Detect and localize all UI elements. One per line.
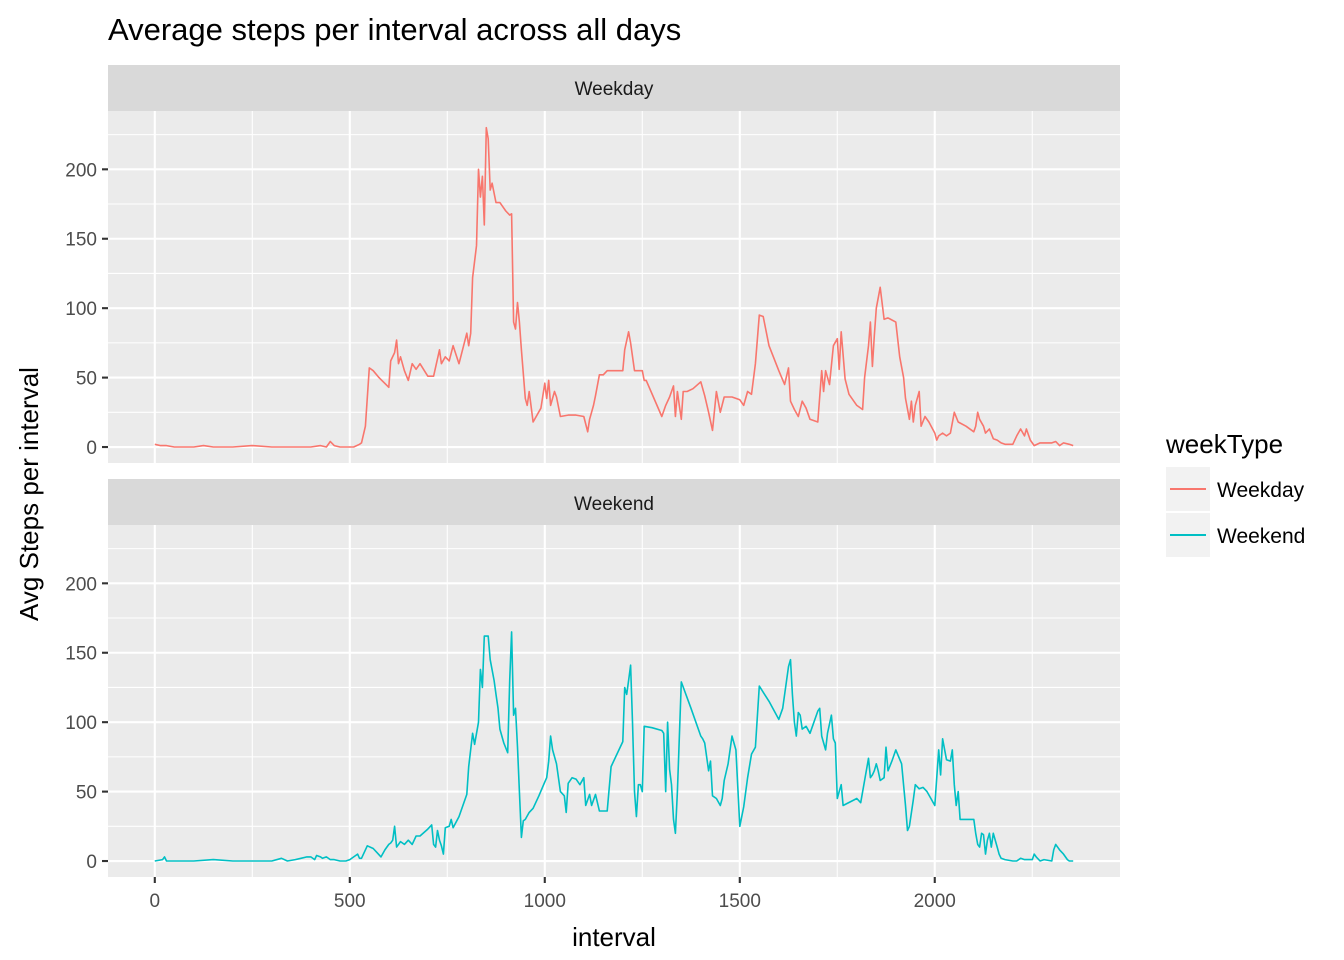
series-line-weekend — [154, 631, 1074, 862]
legend-label-weekday: Weekday — [1217, 479, 1305, 502]
legend-title: weekType — [1165, 429, 1283, 459]
y-tick-label: 200 — [65, 574, 97, 595]
gridlines-weekday — [108, 111, 1120, 463]
facet-strip-weekend — [108, 479, 1120, 525]
x-tick-label: 0 — [150, 891, 161, 912]
legend: weekType Weekday Weekend — [1165, 429, 1305, 557]
series-line-weekday — [154, 126, 1074, 448]
x-tick-label: 1500 — [719, 891, 761, 912]
facet-panel-weekend: Weekend 0 50 100 150 200 — [65, 479, 1120, 877]
y-tick-label: 150 — [65, 644, 97, 665]
x-tick-label: 1000 — [524, 891, 566, 912]
facet-panel-weekday: Weekday 0 50 100 150 200 — [65, 65, 1120, 463]
series-weekend — [154, 631, 1074, 862]
chart-title: Average steps per interval across all da… — [108, 12, 681, 47]
y-tick-label: 100 — [65, 299, 97, 320]
panel-background-weekend — [108, 525, 1120, 877]
panel-background-weekday — [108, 111, 1120, 463]
x-tick-label: 2000 — [914, 891, 956, 912]
facet-strip-weekday — [108, 65, 1120, 111]
x-axis-title: interval — [572, 922, 656, 952]
y-tick-label: 200 — [65, 160, 97, 181]
y-tick-label: 50 — [76, 369, 97, 390]
y-tick-label: 100 — [65, 713, 97, 734]
y-tick-label: 0 — [86, 438, 97, 459]
legend-label-weekend: Weekend — [1217, 525, 1305, 548]
y-axis-weekday: 0 50 100 150 200 — [65, 160, 108, 459]
x-tick-label: 500 — [334, 891, 366, 912]
series-weekday — [154, 126, 1074, 448]
y-tick-label: 50 — [76, 783, 97, 804]
y-tick-label: 150 — [65, 230, 97, 251]
facet-label-weekday: Weekday — [575, 79, 654, 100]
y-axis-weekend: 0 50 100 150 200 — [65, 574, 108, 873]
facet-label-weekend: Weekend — [574, 494, 654, 515]
x-axis: 0 500 1000 1500 2000 — [150, 877, 956, 912]
y-axis-title: Avg Steps per interval — [14, 367, 44, 621]
y-tick-label: 0 — [86, 852, 97, 873]
